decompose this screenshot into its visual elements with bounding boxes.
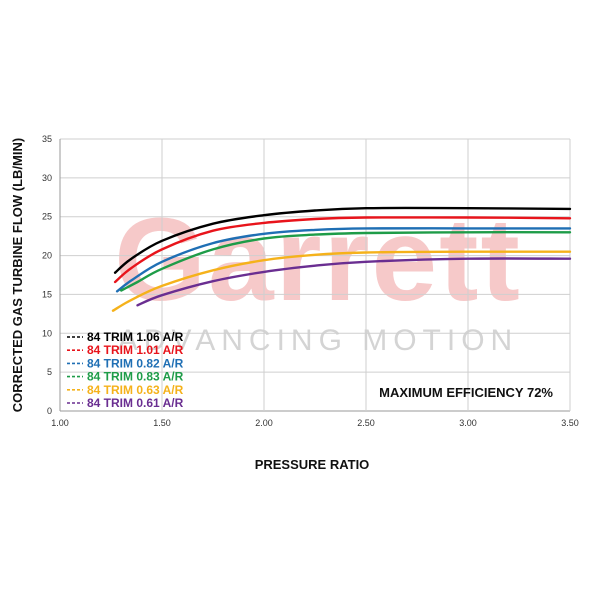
- x-tick-label: 1.00: [51, 418, 69, 428]
- y-tick-label: 20: [42, 251, 52, 261]
- x-tick-label: 2.50: [357, 418, 375, 428]
- legend: 84 TRIM 1.06 A/R84 TRIM 1.01 A/R84 TRIM …: [67, 330, 184, 410]
- tick-labels: 0 5 10 15 20 25 30 35 1.00 1.50 2.00 2.50 3.00 3.50: [42, 134, 579, 428]
- grid: [59, 138, 571, 412]
- legend-entry: 84 TRIM 1.01 A/R: [87, 343, 184, 357]
- legend-entry: 84 TRIM 0.82 A/R: [87, 356, 184, 370]
- series-line: [113, 216, 572, 284]
- series-line: [120, 231, 572, 292]
- x-tick-label: 1.50: [153, 418, 171, 428]
- series-line: [136, 257, 572, 307]
- y-tick-label: 0: [47, 406, 52, 416]
- legend-entry: 84 TRIM 0.63 A/R: [87, 383, 184, 397]
- series-line: [113, 206, 572, 274]
- chart-annotation: MAXIMUM EFFICIENCY 72%: [379, 385, 553, 400]
- y-axis-title: CORRECTED GAS TURBINE FLOW (LB/MIN): [10, 138, 25, 412]
- legend-entry: 84 TRIM 0.61 A/R: [87, 396, 184, 410]
- y-tick-label: 5: [47, 367, 52, 377]
- watermark-tagline: ADVANCING MOTION: [118, 324, 518, 357]
- series-line: [115, 227, 572, 293]
- series-lines: [111, 206, 572, 312]
- y-tick-label: 25: [42, 212, 52, 222]
- x-axis-title: PRESSURE RATIO: [255, 457, 370, 472]
- y-tick-label: 30: [42, 173, 52, 183]
- legend-entry: 84 TRIM 0.83 A/R: [87, 370, 184, 384]
- series-line: [111, 250, 572, 312]
- legend-entry: 84 TRIM 1.06 A/R: [87, 330, 184, 344]
- x-tick-label: 2.00: [255, 418, 273, 428]
- x-tick-label: 3.00: [459, 418, 477, 428]
- y-tick-label: 15: [42, 289, 52, 299]
- x-tick-label: 3.50: [561, 418, 579, 428]
- y-tick-label: 10: [42, 328, 52, 338]
- y-tick-label: 35: [42, 134, 52, 144]
